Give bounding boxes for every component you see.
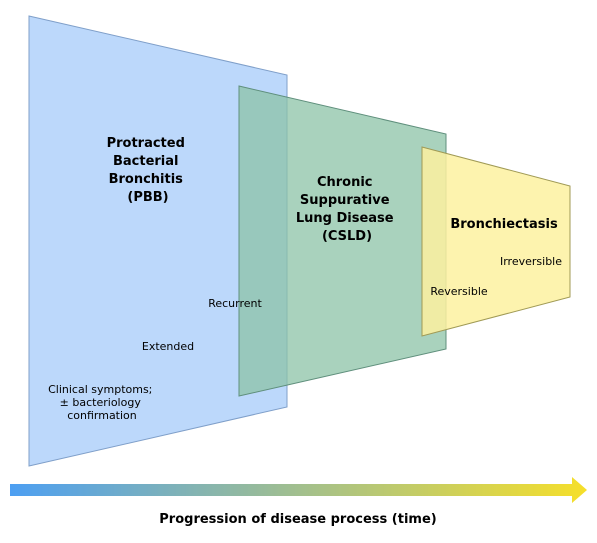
clinical-note-line: Clinical symptoms;: [48, 383, 152, 396]
pbb-title-line: Protracted: [107, 136, 185, 151]
clinical-symptoms-note: Clinical symptoms; ± bacteriology confir…: [48, 383, 156, 422]
clinical-note-line: confirmation: [67, 409, 137, 422]
reversible-label: Reversible: [430, 285, 488, 298]
pbb-title-line: (PBB): [127, 190, 168, 205]
pbb-title-line: Bacterial: [113, 154, 179, 169]
timeline-arrow: [10, 477, 587, 503]
csld-title-line: Suppurative: [300, 193, 390, 208]
pbb-stage-shape: [28, 15, 288, 467]
pbb-title-line: Bronchitis: [109, 172, 184, 187]
extended-label: Extended: [142, 340, 194, 353]
bronchiectasis-title-line: Bronchiectasis: [450, 217, 558, 232]
bronchiectasis-stage-title: Bronchiectasis: [450, 217, 558, 232]
csld-title-line: Chronic: [317, 175, 373, 190]
pbb-stage-title: Protracted Bacterial Bronchitis (PBB): [107, 136, 190, 205]
csld-stage-shape: [238, 85, 447, 397]
irreversible-label: Irreversible: [500, 255, 562, 268]
timeline-label: Progression of disease process (time): [159, 512, 436, 527]
recurrent-label: Recurrent: [208, 297, 262, 310]
csld-title-line: Lung Disease: [296, 211, 394, 226]
csld-stage-title: Chronic Suppurative Lung Disease (CSLD): [296, 175, 398, 244]
csld-title-line: (CSLD): [322, 229, 372, 244]
bronchiectasis-stage-shape: [421, 146, 571, 337]
clinical-note-line: ± bacteriology: [60, 396, 142, 409]
